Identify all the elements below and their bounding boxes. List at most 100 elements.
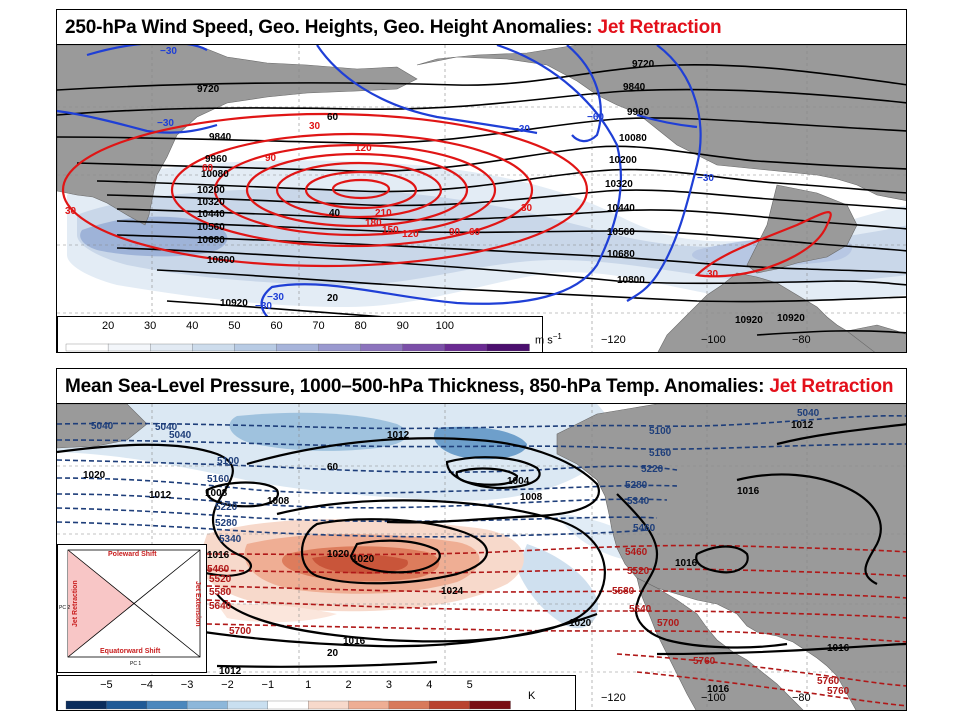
colorbar-tick-label: 60 [270, 320, 283, 332]
thickness-label: 5100 [217, 456, 240, 467]
inset-svg [67, 549, 201, 658]
height-label: 10200 [197, 185, 225, 196]
cold-thickness-labels: 5040 5040 5040 5100 5160 5220 5280 5340 … [91, 408, 820, 545]
height-label: 10920 [735, 315, 763, 326]
pos-anomaly-label: 150 [382, 225, 399, 236]
colorbar-swatch [429, 700, 471, 710]
bottom-colorbar-svg [65, 700, 511, 710]
thickness-label: 5220 [215, 502, 238, 513]
colorbar-swatch [360, 343, 404, 352]
mslp-label: 1008 [205, 488, 228, 499]
top-map-svg: 9720 9720 9840 9840 9960 9960 10080 1008… [57, 45, 906, 352]
bottom-lon-label: −100 [701, 692, 726, 704]
mslp-label: 1012 [219, 666, 242, 677]
top-colorbar-unit: m s−1 [535, 332, 562, 347]
height-label: 10440 [607, 203, 635, 214]
thickness-label: 5340 [627, 496, 650, 507]
height-label: 10560 [197, 222, 225, 233]
thickness-label: 5460 [625, 547, 648, 558]
top-map-panel: 250-hPa Wind Speed, Geo. Heights, Geo. H… [56, 9, 907, 353]
colorbar-tick-label: −5 [100, 679, 113, 691]
mslp-label: 1008 [267, 496, 290, 507]
height-label: 10320 [605, 179, 633, 190]
thickness-label: 5520 [209, 574, 232, 585]
top-colorbar-swatches [65, 343, 530, 352]
thickness-label: 5580 [612, 586, 635, 597]
colorbar-tick-label: 30 [144, 320, 157, 332]
bottom-map-svg: 1020 1012 1008 1008 1008 1012 1004 1016 … [57, 404, 906, 710]
height-label: 10200 [609, 155, 637, 166]
mslp-label: 1012 [387, 430, 410, 441]
colorbar-swatch [318, 343, 362, 352]
colorbar-tick-label: 4 [426, 679, 433, 691]
colorbar-swatch [107, 343, 151, 352]
pos-anomaly-label: 90 [265, 153, 277, 164]
neg-anomaly-label: −30 [255, 301, 272, 312]
bottom-colorbar-unit: K [528, 690, 536, 702]
height-label: 10680 [197, 235, 225, 246]
mslp-label: 1012 [791, 420, 814, 431]
thickness-label: 5760 [693, 656, 716, 667]
height-label: 10080 [201, 169, 229, 180]
height-label: 10800 [617, 275, 645, 286]
colorbar-swatch [276, 343, 320, 352]
mslp-label: 1004 [507, 476, 530, 487]
graticule [57, 45, 906, 352]
mslp-contours [57, 423, 906, 668]
inset-right-label: Jet Extension [194, 581, 201, 627]
warm-thickness-labels: 5460 5520 5580 5640 5700 5460 5520 5580 … [207, 547, 850, 697]
top-lon-label: −100 [701, 334, 726, 346]
mslp-label: 1024 [441, 586, 464, 597]
neg-anomaly-label: −30 [697, 173, 714, 184]
wind-label: 40 [329, 208, 341, 219]
thickness-label: 5160 [649, 448, 672, 459]
height-label: 9720 [197, 84, 220, 95]
mslp-label: 1012 [149, 490, 172, 501]
height-label: 10560 [607, 227, 635, 238]
colorbar-tick-label: 40 [186, 320, 199, 332]
colorbar-swatch [227, 700, 269, 710]
height-label: 10800 [207, 255, 235, 266]
colorbar-tick-label: 50 [228, 320, 241, 332]
mslp-label: 1016 [207, 550, 230, 561]
colorbar-tick-label: −3 [180, 679, 194, 691]
mslp-label: 1020 [569, 618, 592, 629]
bottom-colorbar: −5 −4 −3 −2 −1 1 2 3 4 5 K [57, 675, 576, 710]
colorbar-swatch [146, 700, 188, 710]
thickness-label: 5700 [657, 618, 680, 629]
pos-anomaly-label: 30 [65, 206, 77, 217]
height-label: 10320 [197, 197, 225, 208]
cold-thickness-contours [57, 415, 906, 538]
thickness-label: 5340 [219, 534, 242, 545]
colorbar-swatch [65, 343, 109, 352]
pos-anomaly-label: 30 [521, 203, 533, 214]
mslp-label: 1016 [707, 684, 730, 695]
height-label: 10920 [220, 298, 248, 309]
mslp-label: 1016 [827, 643, 850, 654]
wind-labels: 60 40 20 [327, 112, 341, 304]
colorbar-tick-label: −2 [221, 679, 234, 691]
pos-anomaly-label: 60 [202, 163, 214, 174]
colorbar-tick-label: 2 [345, 679, 352, 691]
colorbar-tick-label: 5 [466, 679, 473, 691]
inset-y-axis-label: PC 2 [59, 605, 71, 611]
colorbar-swatch [106, 700, 148, 710]
colorbar-swatch [192, 343, 236, 352]
thickness-label: 5760 [827, 686, 850, 697]
mslp-labels: 1020 1012 1008 1008 1008 1012 1004 1016 … [83, 420, 850, 695]
mslp-label: 1020 [327, 549, 350, 560]
pos-anomaly-label: 180 [365, 218, 382, 229]
inset-bottom-label: Equatorward Shift [100, 648, 161, 655]
pos-anomaly-label: 60 [469, 227, 481, 238]
top-colorbar-svg [65, 343, 530, 352]
colorbar-swatch [267, 700, 309, 710]
pos-anomaly-label: 210 [375, 208, 392, 219]
bottom-panel-titlebar: Mean Sea-Level Pressure, 1000–500-hPa Th… [57, 369, 906, 404]
colorbar-tick-label: 3 [385, 679, 392, 691]
mslp-label: 1016 [675, 558, 698, 569]
top-panel-titlebar: 250-hPa Wind Speed, Geo. Heights, Geo. H… [57, 10, 906, 45]
jet-regime-inset: Poleward Shift Equatorward Shift Jet Ret… [57, 544, 207, 673]
bottom-panel-title: Mean Sea-Level Pressure, 1000–500-hPa Th… [65, 376, 894, 397]
thickness-label: 5520 [627, 566, 650, 577]
thickness-label: 5700 [229, 626, 252, 637]
